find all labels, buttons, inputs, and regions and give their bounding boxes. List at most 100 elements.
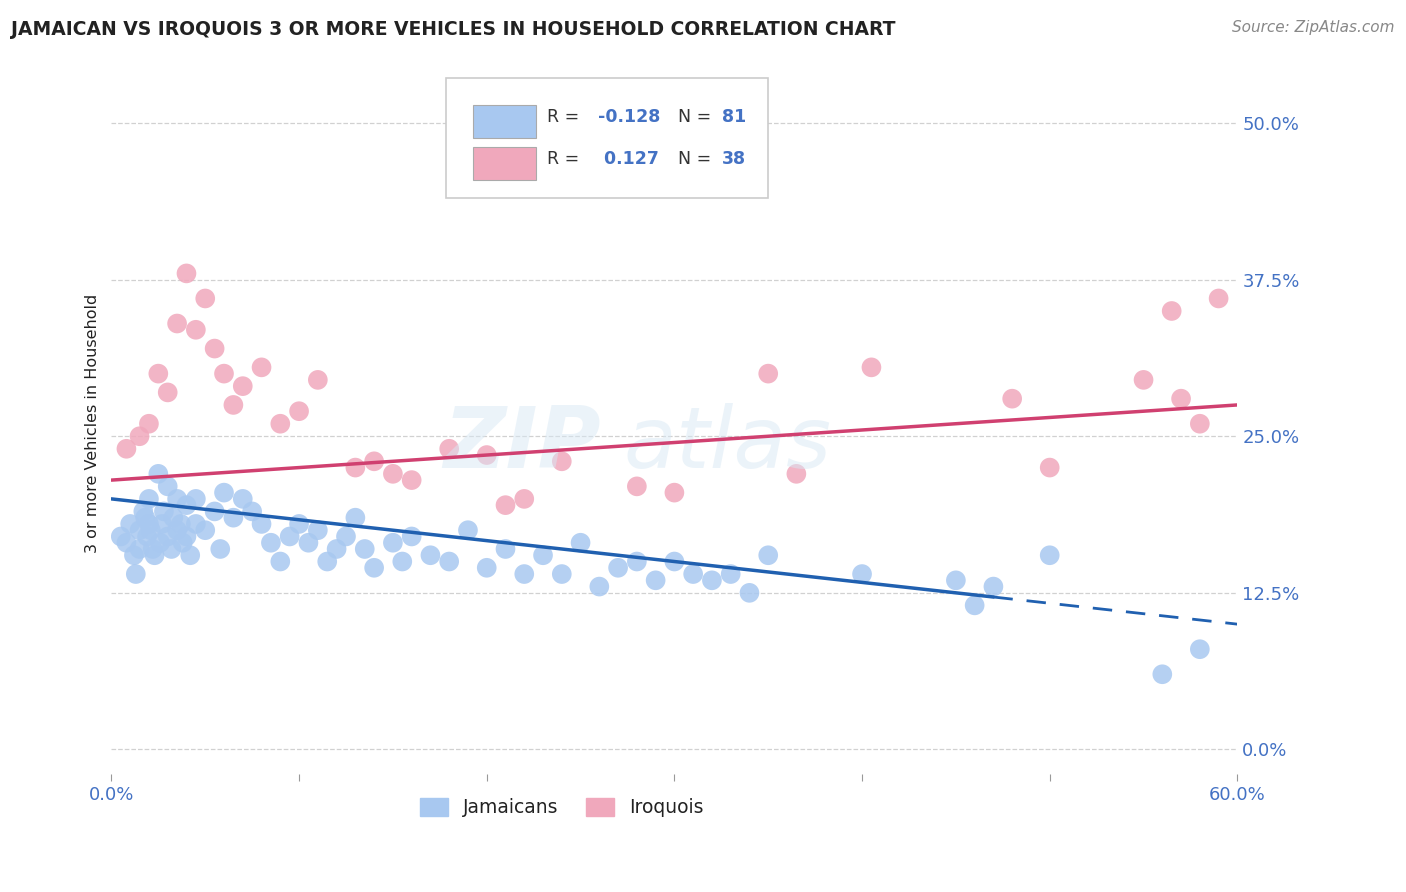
Point [125, 567, 148, 582]
Point [401, 529, 423, 543]
Text: atlas: atlas [624, 403, 832, 486]
Point [194, 292, 217, 306]
Point [115, 535, 138, 549]
Point [720, 567, 742, 582]
Point [626, 555, 648, 569]
Point [1170, 392, 1192, 406]
Point [166, 317, 188, 331]
Point [344, 510, 367, 524]
Point [176, 267, 198, 281]
Point [437, 442, 460, 456]
Point [222, 510, 245, 524]
Point [475, 561, 498, 575]
Point [184, 323, 207, 337]
Point [149, 535, 172, 549]
Point [785, 467, 807, 481]
Point [316, 555, 339, 569]
Point [738, 586, 761, 600]
Point [307, 523, 329, 537]
Point [170, 516, 193, 531]
Point [381, 467, 404, 481]
Point [156, 529, 179, 543]
Point [120, 516, 142, 531]
Point [194, 523, 217, 537]
Text: N =: N = [678, 108, 717, 126]
Point [307, 373, 329, 387]
Legend: Jamaicans, Iroquois: Jamaicans, Iroquois [412, 790, 711, 825]
Point [588, 580, 610, 594]
Point [128, 429, 150, 443]
Point [176, 498, 198, 512]
Point [148, 467, 170, 481]
Point [756, 367, 779, 381]
Point [626, 479, 648, 493]
Point [288, 516, 311, 531]
Point [437, 555, 460, 569]
Point [184, 516, 207, 531]
Point [1132, 373, 1154, 387]
Point [222, 398, 245, 412]
Point [176, 529, 198, 543]
Point [419, 548, 441, 562]
Point [495, 498, 517, 512]
Point [457, 523, 479, 537]
Point [278, 529, 301, 543]
Point [122, 548, 145, 562]
Point [166, 523, 188, 537]
Point [391, 555, 413, 569]
Point [983, 580, 1005, 594]
Text: 38: 38 [721, 150, 745, 169]
Point [172, 535, 194, 549]
Point [344, 460, 367, 475]
Point [756, 548, 779, 562]
Point [513, 567, 536, 582]
Point [115, 442, 138, 456]
Text: 81: 81 [721, 108, 747, 126]
Point [138, 417, 160, 431]
Text: ZIP: ZIP [443, 403, 602, 486]
Text: 0.127: 0.127 [598, 150, 658, 169]
Point [381, 535, 404, 549]
Point [138, 491, 160, 506]
Point [136, 529, 159, 543]
Point [250, 360, 273, 375]
Point [156, 385, 179, 400]
Point [288, 404, 311, 418]
Text: N =: N = [678, 150, 717, 169]
Point [607, 561, 630, 575]
Point [682, 567, 704, 582]
Point [143, 548, 166, 562]
Point [142, 541, 165, 556]
Point [551, 454, 574, 468]
Text: Source: ZipAtlas.com: Source: ZipAtlas.com [1232, 20, 1395, 35]
Point [475, 448, 498, 462]
Point [212, 367, 235, 381]
Point [232, 379, 254, 393]
Point [209, 541, 232, 556]
Point [269, 555, 291, 569]
Point [212, 485, 235, 500]
Point [325, 541, 347, 556]
Text: R =: R = [547, 108, 585, 126]
Point [664, 555, 686, 569]
Point [644, 574, 666, 588]
Point [353, 541, 375, 556]
Point [945, 574, 967, 588]
Point [184, 491, 207, 506]
Point [128, 523, 150, 537]
FancyBboxPatch shape [472, 105, 536, 137]
Point [363, 561, 385, 575]
Point [139, 523, 162, 537]
Point [513, 491, 536, 506]
Text: JAMAICAN VS IROQUOIS 3 OR MORE VEHICLES IN HOUSEHOLD CORRELATION CHART: JAMAICAN VS IROQUOIS 3 OR MORE VEHICLES … [11, 20, 896, 38]
Point [179, 548, 201, 562]
Point [1039, 548, 1062, 562]
Point [1188, 417, 1211, 431]
Point [363, 454, 385, 468]
Point [1039, 460, 1062, 475]
Point [160, 541, 183, 556]
Point [150, 516, 173, 531]
FancyBboxPatch shape [472, 147, 536, 179]
Point [495, 541, 517, 556]
Point [1152, 667, 1174, 681]
